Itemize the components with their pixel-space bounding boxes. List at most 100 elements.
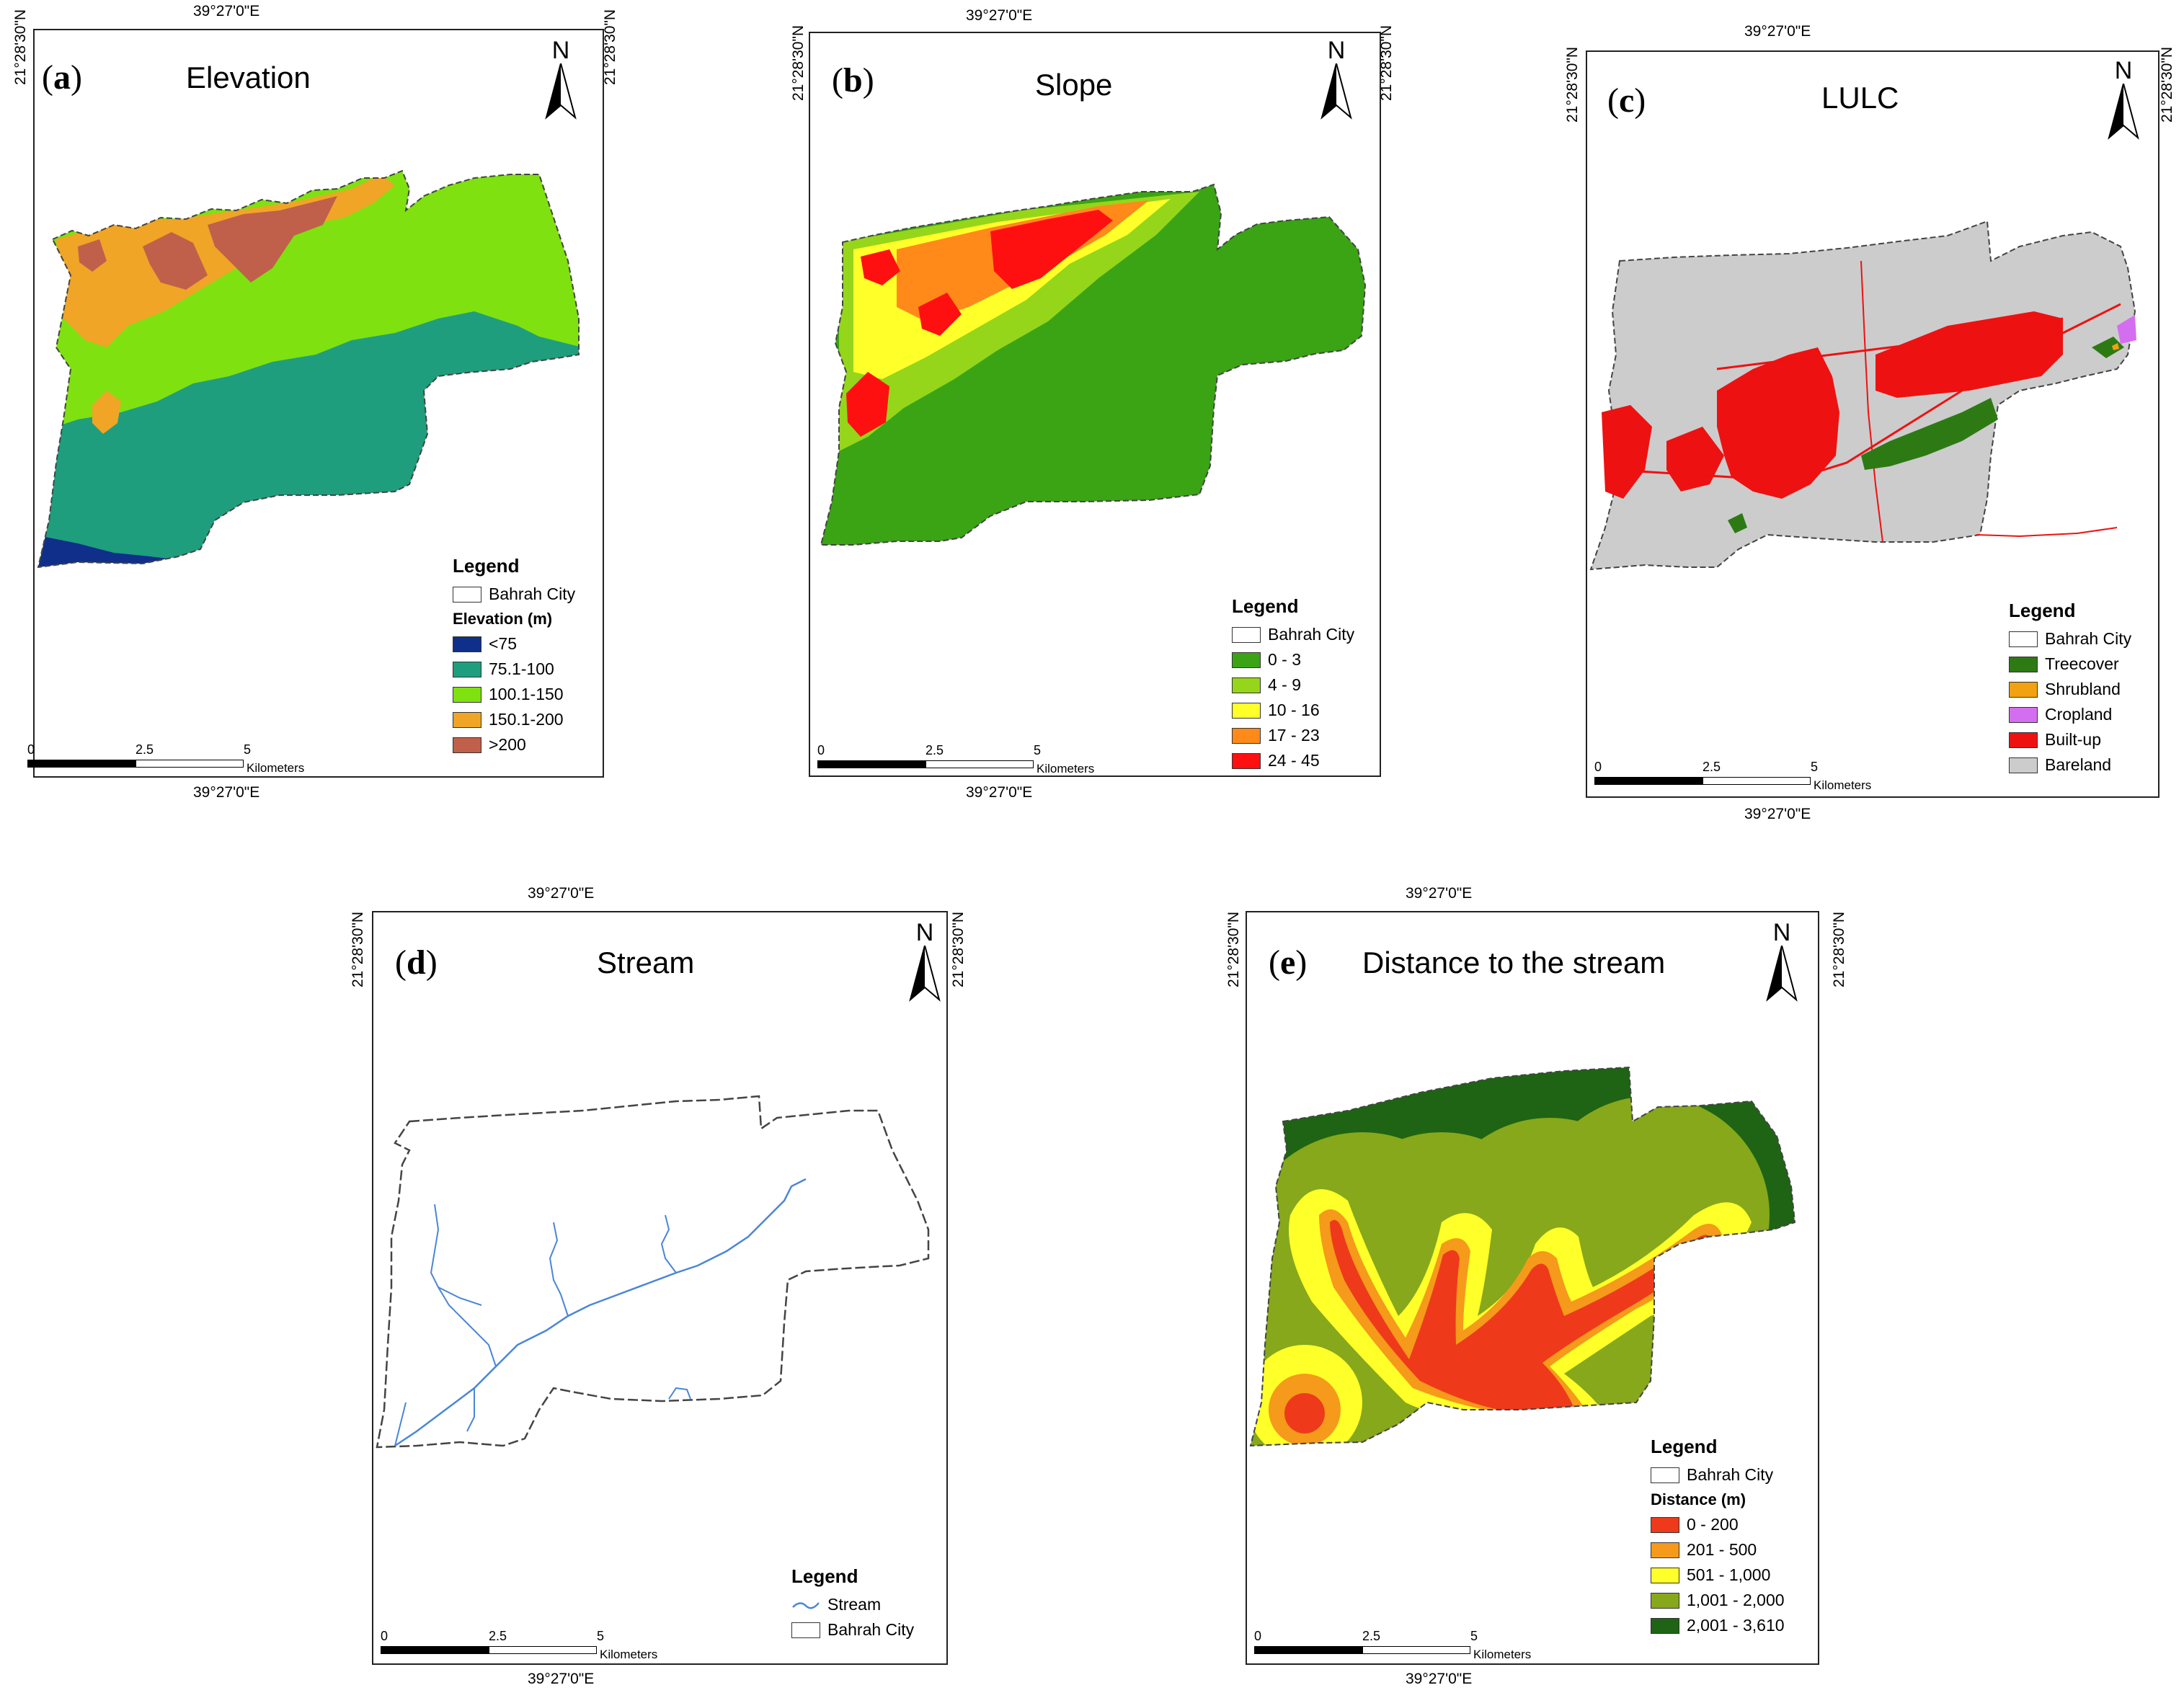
scale-tick-label: 0 (1594, 760, 1602, 774)
panel-title-lulc: LULC (1821, 81, 1899, 115)
elev-zone-lt75 (38, 535, 193, 567)
lulc-treecover-2 (2092, 337, 2124, 358)
legend-class-label: 17 - 23 (1268, 726, 1320, 744)
scale-segment-filled (1254, 1646, 1362, 1654)
legend-title: Legend (2009, 600, 2076, 621)
scale-bar-d: 0 2.5 5 Kilometers (381, 1629, 683, 1662)
map-panel-stream: (d) Stream N Legend Stream Bahrah City 0… (372, 911, 948, 1665)
legend-swatch (1232, 702, 1261, 719)
lat-label-a-left: 21°28'30"N (12, 9, 29, 85)
legend-class-row: 24 - 45 (1232, 748, 1354, 773)
elev-zone-gt200-3 (78, 239, 107, 272)
lulc-shrubland (2112, 343, 2119, 350)
north-arrow-icon (1766, 943, 1798, 1002)
north-arrow-b: N (1315, 37, 1358, 125)
legend-class-row: Bareland (2009, 752, 2131, 778)
legend-class-row: 10 - 16 (1232, 698, 1354, 723)
lulc-cropland (2117, 315, 2136, 344)
stream-branch-7 (668, 1387, 691, 1400)
scale-tick-label: 2.5 (1703, 760, 1721, 774)
slope-hills-red-2 (861, 249, 900, 285)
legend-class-label: 1,001 - 2,000 (1687, 1591, 1785, 1609)
stream-map (376, 1095, 930, 1449)
panel-title-distance: Distance to the stream (1362, 946, 1666, 979)
legend-class-row: Built-up (2009, 727, 2131, 752)
stream-branch-5 (466, 1388, 475, 1432)
dist-boundary (1249, 1066, 1796, 1447)
scale-unit-label: Kilometers (600, 1648, 658, 1661)
panel-title-slope: Slope (1035, 68, 1113, 102)
legend-swatch (1232, 752, 1261, 769)
slope-boundary (820, 183, 1367, 546)
legend-swatch (2009, 732, 2038, 748)
north-arrow-e: N (1760, 920, 1803, 1007)
stream-branch-4 (438, 1286, 482, 1306)
legend-class-label: Bareland (2045, 755, 2112, 774)
legend-class-row: Cropland (2009, 702, 2131, 727)
legend-a: Legend Bahrah City Elevation (m) <75 75.1… (453, 555, 575, 757)
stream-boundary (376, 1095, 930, 1449)
legend-class-row: Treecover (2009, 652, 2131, 677)
lat-label-e-right: 21°28'30"N (1831, 911, 1847, 987)
scale-unit-label: Kilometers (1473, 1648, 1532, 1661)
north-arrow-icon (2108, 81, 2139, 140)
scale-segment-filled (1594, 777, 1703, 785)
legend-classes-b: 0 - 3 4 - 9 10 - 16 17 - 23 24 - 45 (1232, 647, 1354, 773)
legend-class-label: 75.1-100 (489, 659, 554, 678)
legend-class-label: Treecover (2045, 654, 2119, 673)
lon-label-e-top: 39°27'0"E (1406, 885, 1473, 902)
north-arrow-icon (1320, 61, 1352, 120)
lat-label-b-left: 21°28'30"N (790, 25, 807, 101)
legend-class-label: 501 - 1,000 (1687, 1565, 1771, 1584)
legend-class-label: >200 (489, 735, 526, 754)
north-arrow-icon (545, 61, 577, 120)
legend-class-row: 0 - 3 (1232, 647, 1354, 672)
legend-class-label: 100.1-150 (489, 685, 564, 703)
legend-class-row: <75 (453, 631, 575, 657)
legend-class-label: 24 - 45 (1268, 751, 1320, 770)
legend-title: Legend (791, 1565, 858, 1587)
distance-map (1249, 1066, 1796, 1447)
scale-tick-label: 2.5 (925, 743, 944, 757)
legend-class-row: 0 - 200 (1651, 1512, 1785, 1537)
stream-line-icon (792, 1601, 820, 1609)
legend-b: Legend Bahrah City 0 - 3 4 - 9 10 - 16 17 -… (1232, 595, 1354, 773)
legend-swatch (1651, 1567, 1679, 1583)
legend-swatch (453, 711, 481, 728)
stream-branch-1 (430, 1204, 497, 1367)
legend-swatch (1232, 677, 1261, 693)
legend-c: Legend Bahrah City Treecover Shrubland Cro… (2009, 600, 2131, 778)
legend-class-row: 150.1-200 (453, 707, 575, 732)
scale-segment-filled (381, 1646, 489, 1654)
legend-class-label: 4 - 9 (1268, 675, 1302, 694)
legend-swatch (453, 737, 481, 753)
legend-class-row: 201 - 500 (1651, 1537, 1785, 1563)
legend-row-boundary: Bahrah City (791, 1617, 914, 1643)
scale-tick-label: 0 (27, 742, 35, 757)
slope-map (820, 183, 1367, 546)
scale-tick-label: 0 (381, 1629, 389, 1643)
elevation-map (37, 169, 580, 569)
lulc-builtup-sw (1602, 405, 1652, 499)
scale-bar-c: 0 2.5 5 Kilometers (1594, 760, 1897, 793)
legend-class-row: 2,001 - 3,610 (1651, 1613, 1785, 1638)
legend-swatch (1651, 1542, 1679, 1558)
lon-label-c-top: 39°27'0"E (1744, 23, 1811, 40)
legend-title: Legend (1651, 1436, 1718, 1457)
scale-unit-label: Kilometers (1036, 762, 1095, 775)
scale-tick-label: 2.5 (489, 1629, 507, 1643)
legend-class-label: 0 - 200 (1687, 1515, 1739, 1534)
lulc-road-2 (1716, 317, 2064, 370)
map-panel-lulc: (c) LULC N Legend Bahrah City Treecover S… (1586, 50, 2159, 798)
legend-class-label: 150.1-200 (489, 710, 564, 729)
stream-branch-6 (394, 1402, 407, 1446)
elev-zone-gt200-2 (208, 196, 337, 283)
lat-label-a-right: 21°28'30"N (602, 9, 618, 85)
legend-swatch (1651, 1617, 1679, 1634)
legend-row-boundary: Bahrah City (2009, 626, 2131, 652)
scale-tick-label: 2.5 (1362, 1629, 1381, 1643)
legend-e: Legend Bahrah City Distance (m) 0 - 200 2… (1651, 1436, 1785, 1638)
legend-class-label: Cropland (2045, 705, 2113, 724)
lon-label-b-top: 39°27'0"E (966, 7, 1033, 24)
legend-class-label: <75 (489, 634, 518, 653)
